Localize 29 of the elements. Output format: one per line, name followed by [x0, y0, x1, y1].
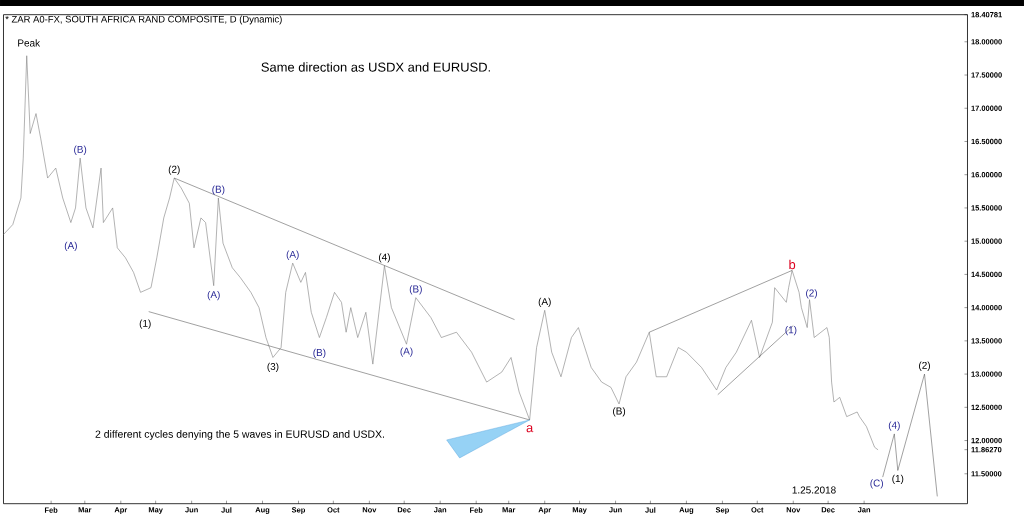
annotation: (2) — [168, 165, 180, 175]
annotation: (A) — [286, 250, 299, 260]
annotation: (1) — [785, 325, 797, 336]
annotation: (B) — [313, 348, 326, 359]
annotation: (B) — [212, 185, 225, 195]
annotation: (2) — [806, 289, 817, 299]
line-series — [882, 373, 938, 497]
annotation: Peak — [18, 39, 41, 47]
line-series — [3, 55, 879, 451]
annotation: 2 different cycles denying the 5 waves in EURUSD and USDX. — [95, 430, 384, 440]
annotation: (A) — [400, 347, 413, 357]
annotation: (A) — [538, 297, 551, 308]
annotation: (4) — [888, 421, 900, 431]
annotation: (C) — [870, 479, 883, 489]
annotation: (B) — [613, 407, 626, 417]
annotation: (B) — [74, 145, 87, 155]
chart-title: * ZAR A0-FX, SOUTH AFRICA RAND COMPOSITE, D (Dynamic) — [5, 15, 282, 25]
annotation: 1.25.2018 — [792, 486, 836, 494]
annotation: (1) — [139, 319, 151, 329]
annotation: (A) — [207, 290, 220, 301]
annotation: (3) — [267, 362, 279, 372]
annotation: (A) — [64, 241, 77, 252]
annotation: (B) — [409, 285, 422, 295]
annotation: a — [526, 425, 534, 433]
annotation: (2) — [919, 361, 930, 371]
annotation: (1) — [892, 474, 904, 484]
annotation: b — [789, 259, 796, 270]
annotation: (4) — [378, 253, 390, 263]
annotation: Same direction as USDX and EURUSD. — [261, 62, 490, 72]
